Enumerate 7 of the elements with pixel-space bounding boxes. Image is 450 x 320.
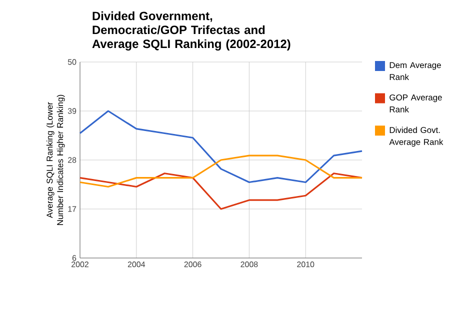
line-series [79, 172, 363, 210]
legend-label: Divided Govt. Average Rank [389, 126, 444, 147]
line-series [79, 110, 363, 184]
legend-label: GOP Average Rank [390, 94, 442, 112]
chart-title: Divided Government, Democratic/GOP Trifectas and Average SQLI Ranking (2002-2012) [92, 11, 290, 50]
legend-label: Dem Average Rank [390, 62, 441, 80]
y-axis-title: Average SQLI Ranking (Lower Number Indicates Higher Ranking) [46, 94, 65, 225]
